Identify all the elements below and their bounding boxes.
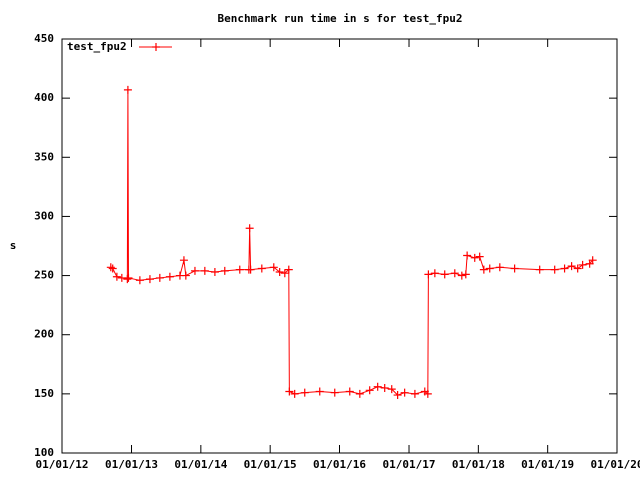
data-point (387, 385, 396, 394)
y-axis-label: s (10, 239, 17, 252)
data-point (510, 264, 519, 273)
data-point (300, 388, 309, 397)
data-point (380, 383, 389, 392)
data-point (290, 389, 299, 398)
data-point (578, 260, 587, 269)
data-point (567, 262, 576, 271)
data-point (257, 264, 266, 273)
data-point (475, 252, 484, 261)
data-point (450, 269, 459, 278)
data-point (124, 273, 133, 282)
data-point (179, 256, 188, 265)
data-point (135, 276, 144, 285)
x-tick-label: 01/01/18 (452, 458, 505, 471)
data-point (330, 388, 339, 397)
y-tick-label: 450 (34, 32, 54, 45)
data-point (106, 263, 115, 272)
x-tick-label: 01/01/15 (244, 458, 297, 471)
data-point (280, 269, 289, 278)
data-point (345, 387, 354, 396)
data-point (373, 382, 382, 391)
data-point (145, 275, 154, 284)
data-point (112, 272, 121, 281)
data-point (457, 271, 466, 280)
data-point (275, 268, 284, 277)
data-point (181, 271, 190, 280)
data-point (495, 263, 504, 272)
chart-title: Benchmark run time in s for test_fpu2 (217, 12, 462, 25)
x-tick-label: 01/01/17 (383, 458, 436, 471)
x-tick-label: 01/01/19 (521, 458, 574, 471)
data-point (479, 265, 488, 274)
x-tick-label: 01/01/14 (174, 458, 227, 471)
data-point (410, 389, 419, 398)
data-point (220, 266, 229, 275)
data-point (315, 387, 324, 396)
data-point (245, 224, 254, 233)
data-point (463, 251, 472, 260)
y-tick-label: 250 (34, 269, 54, 282)
y-tick-label: 300 (34, 209, 54, 222)
data-point (285, 387, 294, 396)
data-point (269, 263, 278, 272)
data-point (123, 275, 132, 284)
y-tick-label: 350 (34, 150, 54, 163)
data-point (400, 388, 409, 397)
data-point (246, 265, 255, 274)
data-point (108, 264, 117, 273)
plot-frame (61, 38, 618, 454)
data-point (550, 265, 559, 274)
x-tick-label: 01/01/12 (36, 458, 89, 471)
data-point (355, 389, 364, 398)
y-tick-label: 100 (34, 446, 54, 459)
data-point (393, 391, 402, 400)
data-point (155, 273, 164, 282)
data-point (588, 256, 597, 265)
data-point (485, 264, 494, 273)
x-tick-label: 01/01/16 (313, 458, 366, 471)
data-point (200, 266, 209, 275)
data-point (190, 266, 199, 275)
data-point (535, 265, 544, 274)
data-point (284, 265, 293, 274)
y-tick-label: 200 (34, 328, 54, 341)
data-point (573, 264, 582, 273)
data-point (165, 272, 174, 281)
y-tick-label: 150 (34, 387, 54, 400)
data-point (123, 85, 132, 94)
data-point (440, 270, 449, 279)
series-line (110, 89, 594, 396)
data-point (210, 268, 219, 277)
legend-label: test_fpu2 (67, 40, 127, 53)
data-point (430, 269, 439, 278)
legend-marker (152, 43, 160, 51)
data-point (235, 265, 244, 274)
data-point (424, 270, 433, 279)
x-tick-label: 01/01/20 (591, 458, 640, 471)
x-tick-label: 01/01/13 (105, 458, 158, 471)
y-tick-label: 400 (34, 91, 54, 104)
data-point (560, 264, 569, 273)
data-point (461, 270, 470, 279)
data-point (470, 253, 479, 262)
data-point (423, 389, 432, 398)
data-point (365, 386, 374, 395)
